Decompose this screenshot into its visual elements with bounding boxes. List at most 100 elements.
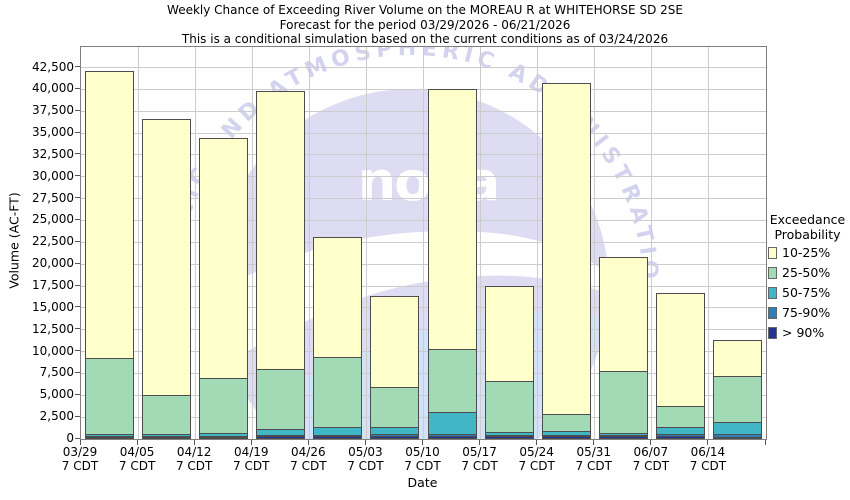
x-tick-label: 05/10 7 CDT bbox=[388, 445, 458, 473]
x-tick-time: 7 CDT bbox=[61, 458, 99, 473]
bar-segment-90 bbox=[598, 436, 648, 439]
x-tick-date: 04/26 bbox=[291, 445, 326, 459]
x-tick-date: 06/14 bbox=[690, 445, 726, 459]
x-tick-mark bbox=[364, 440, 366, 445]
y-tick-mark bbox=[75, 109, 80, 111]
bar-segment-1025 bbox=[370, 296, 420, 388]
bar-segment-2550 bbox=[484, 380, 534, 434]
bar-segment-90 bbox=[541, 435, 591, 439]
y-tick-label: 20,000 bbox=[32, 256, 74, 271]
legend-item: 75-90% bbox=[765, 303, 850, 322]
stacked-bar bbox=[712, 339, 762, 439]
stacked-bar bbox=[655, 292, 705, 439]
x-tick-label: 04/26 7 CDT bbox=[273, 445, 343, 473]
stacked-bar bbox=[199, 138, 249, 439]
legend-item-label: 75-90% bbox=[782, 305, 831, 320]
stacked-bar bbox=[370, 296, 420, 439]
stacked-bar bbox=[541, 82, 591, 439]
x-tick-label: 05/03 7 CDT bbox=[330, 445, 400, 473]
y-tick-mark bbox=[75, 87, 80, 89]
x-tick-mark bbox=[593, 440, 595, 445]
bar-segment-90 bbox=[655, 436, 705, 439]
x-tick-date: 05/17 bbox=[462, 445, 497, 459]
v-gridline bbox=[137, 47, 139, 439]
x-tick-label: 03/29 7 CDT bbox=[45, 445, 115, 473]
legend-item: 10-25% bbox=[765, 243, 850, 262]
bar-segment-1025 bbox=[199, 138, 249, 379]
bar-segment-2550 bbox=[142, 394, 192, 436]
y-tick-mark bbox=[75, 415, 80, 417]
bar-segment-2550 bbox=[370, 386, 420, 429]
y-tick-label: 0 bbox=[66, 431, 74, 445]
bar-segment-90 bbox=[370, 435, 420, 439]
bar-segment-2550 bbox=[199, 377, 249, 435]
x-tick-time: 7 CDT bbox=[118, 458, 156, 473]
v-gridline bbox=[423, 47, 424, 439]
legend-swatch bbox=[768, 286, 777, 299]
v-gridline bbox=[708, 47, 710, 439]
y-tick-label: 40,000 bbox=[32, 81, 74, 96]
bar-segment-2550 bbox=[313, 357, 363, 428]
bar-segment-90 bbox=[712, 436, 762, 439]
x-tick-date: 06/07 bbox=[633, 445, 669, 459]
x-tick-time: 7 CDT bbox=[518, 458, 555, 473]
bar-segment-2550 bbox=[427, 348, 477, 414]
bar-segment-1025 bbox=[541, 82, 591, 415]
y-tick-label: 10,000 bbox=[32, 343, 74, 358]
y-tick-mark bbox=[75, 262, 80, 264]
x-tick-mark bbox=[479, 440, 481, 445]
x-tick-mark bbox=[422, 440, 423, 445]
y-tick-label: 22,500 bbox=[32, 234, 74, 249]
x-tick-time: 7 CDT bbox=[575, 458, 612, 473]
bar-segment-1025 bbox=[313, 236, 363, 358]
y-tick-label: 27,500 bbox=[32, 190, 74, 205]
x-tick-date: 05/03 bbox=[348, 445, 383, 459]
v-gridline bbox=[480, 47, 482, 439]
legend-item-label: 50-75% bbox=[782, 285, 831, 300]
y-tick-label: 17,500 bbox=[32, 278, 74, 293]
v-gridline bbox=[651, 47, 653, 439]
x-tick-time: 7 CDT bbox=[290, 458, 327, 473]
stacked-bar bbox=[484, 286, 534, 439]
bar-segment-1025 bbox=[427, 89, 477, 350]
y-tick-mark bbox=[75, 175, 80, 177]
y-tick-label: 5,000 bbox=[39, 387, 74, 402]
y-tick-mark bbox=[75, 371, 80, 373]
y-tick-mark bbox=[75, 284, 80, 286]
chart-subtitle-period: Forecast for the period 03/29/2026 - 06/… bbox=[279, 17, 571, 32]
bar-segment-2550 bbox=[256, 369, 306, 430]
y-tick-mark bbox=[75, 218, 80, 220]
x-tick-label: 06/14 7 CDT bbox=[673, 445, 743, 473]
x-tick-date: 04/19 bbox=[233, 445, 269, 459]
y-tick-label: 35,000 bbox=[32, 125, 74, 140]
bar-segment-1025 bbox=[256, 90, 306, 371]
x-tick-mark bbox=[193, 440, 195, 445]
y-tick-label: 30,000 bbox=[32, 168, 74, 183]
x-tick-time: 7 CDT bbox=[632, 458, 670, 473]
bar-segment-2550 bbox=[598, 370, 648, 434]
legend-title: Exceedance Probability bbox=[765, 212, 850, 242]
x-tick-label: 04/19 7 CDT bbox=[216, 445, 286, 473]
legend-item: 50-75% bbox=[765, 283, 850, 302]
bar-segment-2550 bbox=[85, 358, 135, 436]
x-tick-date: 05/31 bbox=[576, 445, 612, 459]
legend-swatch bbox=[768, 306, 777, 319]
chart-header: Weekly Chance of Exceeding River Volume … bbox=[0, 3, 850, 47]
bar-segment-90 bbox=[313, 435, 363, 439]
legend-swatch bbox=[768, 246, 777, 259]
y-tick-mark bbox=[75, 131, 80, 133]
stacked-bar bbox=[598, 256, 648, 439]
x-tick-time: 7 CDT bbox=[689, 458, 727, 473]
bar-segment-90 bbox=[484, 436, 534, 439]
v-gridline bbox=[308, 47, 310, 439]
y-tick-label: 12,500 bbox=[32, 321, 74, 336]
x-tick-date: 03/29 bbox=[62, 445, 98, 459]
x-tick-mark bbox=[250, 440, 252, 445]
y-tick-mark bbox=[75, 240, 80, 242]
x-tick-label: 05/31 7 CDT bbox=[559, 445, 629, 473]
y-tick-mark bbox=[75, 66, 80, 68]
v-gridline bbox=[194, 47, 196, 439]
x-tick-time: 7 CDT bbox=[347, 458, 384, 473]
x-tick-date: 05/24 bbox=[519, 445, 554, 459]
